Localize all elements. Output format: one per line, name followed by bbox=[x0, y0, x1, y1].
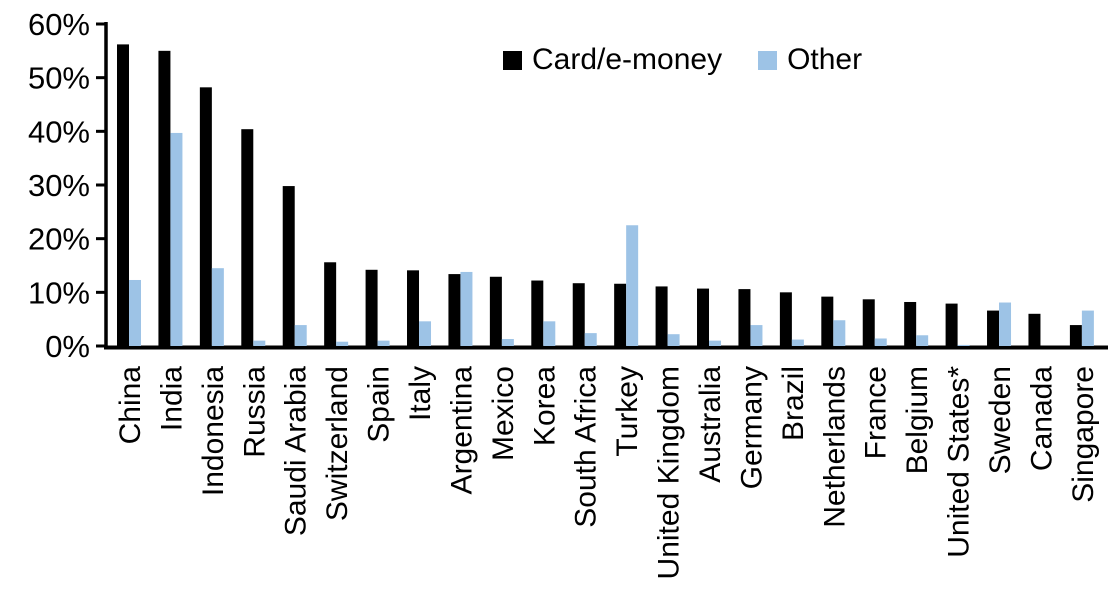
bar-card bbox=[158, 50, 171, 346]
bar-card bbox=[365, 269, 378, 346]
x-axis-label: United States* bbox=[943, 366, 976, 558]
x-axis-label: South Africa bbox=[570, 366, 603, 528]
bar-other bbox=[419, 321, 432, 346]
x-axis-label: Canada bbox=[1025, 366, 1058, 471]
y-tick-label: 20% bbox=[28, 222, 90, 257]
bar-card bbox=[199, 87, 212, 346]
y-tick-label: 10% bbox=[28, 275, 90, 310]
x-axis-label: Saudi Arabia bbox=[280, 366, 313, 536]
bar-card bbox=[572, 283, 585, 346]
bar-card bbox=[241, 129, 254, 346]
legend-label-card: Card/e-money bbox=[532, 43, 723, 76]
bar-other bbox=[1081, 310, 1094, 346]
legend-swatch-other-icon bbox=[758, 50, 778, 70]
bar-other bbox=[170, 132, 183, 346]
y-tick-label: 60% bbox=[28, 7, 90, 42]
x-axis-label: Russia bbox=[238, 366, 271, 458]
x-axis-label: Korea bbox=[528, 366, 561, 446]
y-tick-label: 0% bbox=[45, 329, 90, 364]
bar-card bbox=[489, 276, 502, 346]
bar-card bbox=[531, 280, 544, 346]
x-axis-label: Singapore bbox=[1067, 366, 1100, 503]
x-axis-label: Switzerland bbox=[321, 366, 354, 521]
x-axis-label: Brazil bbox=[777, 366, 810, 441]
bar-card bbox=[614, 283, 627, 346]
bar-card bbox=[862, 299, 875, 346]
x-axis-label: Mexico bbox=[487, 366, 520, 461]
x-axis-label: Netherlands bbox=[818, 366, 851, 528]
bar-card bbox=[1069, 325, 1082, 346]
x-axis-label: Indonesia bbox=[197, 366, 230, 496]
bar-other bbox=[584, 333, 597, 346]
x-axis-label: India bbox=[155, 366, 188, 431]
bar-other bbox=[211, 268, 224, 346]
legend-item-card: Card/e-money bbox=[503, 45, 722, 75]
bar-other bbox=[833, 320, 846, 346]
bar-other bbox=[501, 339, 514, 346]
bar-card bbox=[1028, 313, 1041, 346]
bar-other bbox=[294, 325, 307, 346]
bar-card bbox=[779, 292, 792, 346]
x-axis-label: Belgium bbox=[901, 366, 934, 474]
x-axis-label: Germany bbox=[735, 366, 768, 489]
y-tick-label: 50% bbox=[28, 61, 90, 96]
bar-other bbox=[916, 335, 929, 346]
legend-label-other: Other bbox=[787, 43, 863, 76]
bar-other bbox=[874, 338, 887, 346]
x-axis-label: Sweden bbox=[984, 366, 1017, 474]
bar-other bbox=[626, 225, 639, 346]
bar-card bbox=[448, 274, 461, 346]
bar-card bbox=[697, 288, 710, 346]
bar-other bbox=[667, 334, 680, 346]
x-axis-label: Spain bbox=[363, 366, 396, 443]
x-axis-label: China bbox=[114, 366, 147, 445]
x-axis-label: Italy bbox=[404, 366, 437, 421]
bar-card bbox=[324, 262, 337, 346]
chart-legend: Card/e-money Other bbox=[503, 45, 862, 75]
bar-other bbox=[253, 340, 266, 346]
bar-card bbox=[987, 310, 1000, 346]
x-axis-label: France bbox=[860, 366, 893, 459]
bar-card bbox=[655, 286, 668, 346]
bar-card bbox=[821, 296, 834, 346]
bar-card bbox=[117, 44, 129, 346]
bar-other bbox=[543, 321, 556, 346]
legend-item-other: Other bbox=[758, 45, 862, 75]
bar-card bbox=[904, 301, 917, 346]
y-tick-label: 30% bbox=[28, 168, 90, 203]
bar-card bbox=[738, 289, 751, 346]
bar-other bbox=[999, 302, 1012, 346]
bar-card bbox=[282, 186, 295, 346]
bar-other bbox=[336, 341, 349, 346]
bar-other bbox=[129, 279, 141, 346]
x-axis-label: Turkey bbox=[611, 366, 644, 457]
y-tick-label: 40% bbox=[28, 114, 90, 149]
bar-other bbox=[460, 271, 473, 346]
legend-swatch-card-icon bbox=[503, 50, 522, 70]
bar-other bbox=[957, 344, 970, 346]
x-axis-label: Argentina bbox=[445, 366, 478, 495]
bar-other bbox=[377, 340, 390, 346]
bar-card bbox=[945, 303, 958, 346]
x-axis-label: United Kingdom bbox=[653, 366, 686, 579]
bar-other bbox=[791, 339, 804, 346]
x-axis-label: Australia bbox=[694, 366, 727, 483]
bar-other bbox=[709, 340, 722, 346]
bar-other bbox=[750, 325, 763, 346]
bar-card bbox=[407, 270, 420, 346]
